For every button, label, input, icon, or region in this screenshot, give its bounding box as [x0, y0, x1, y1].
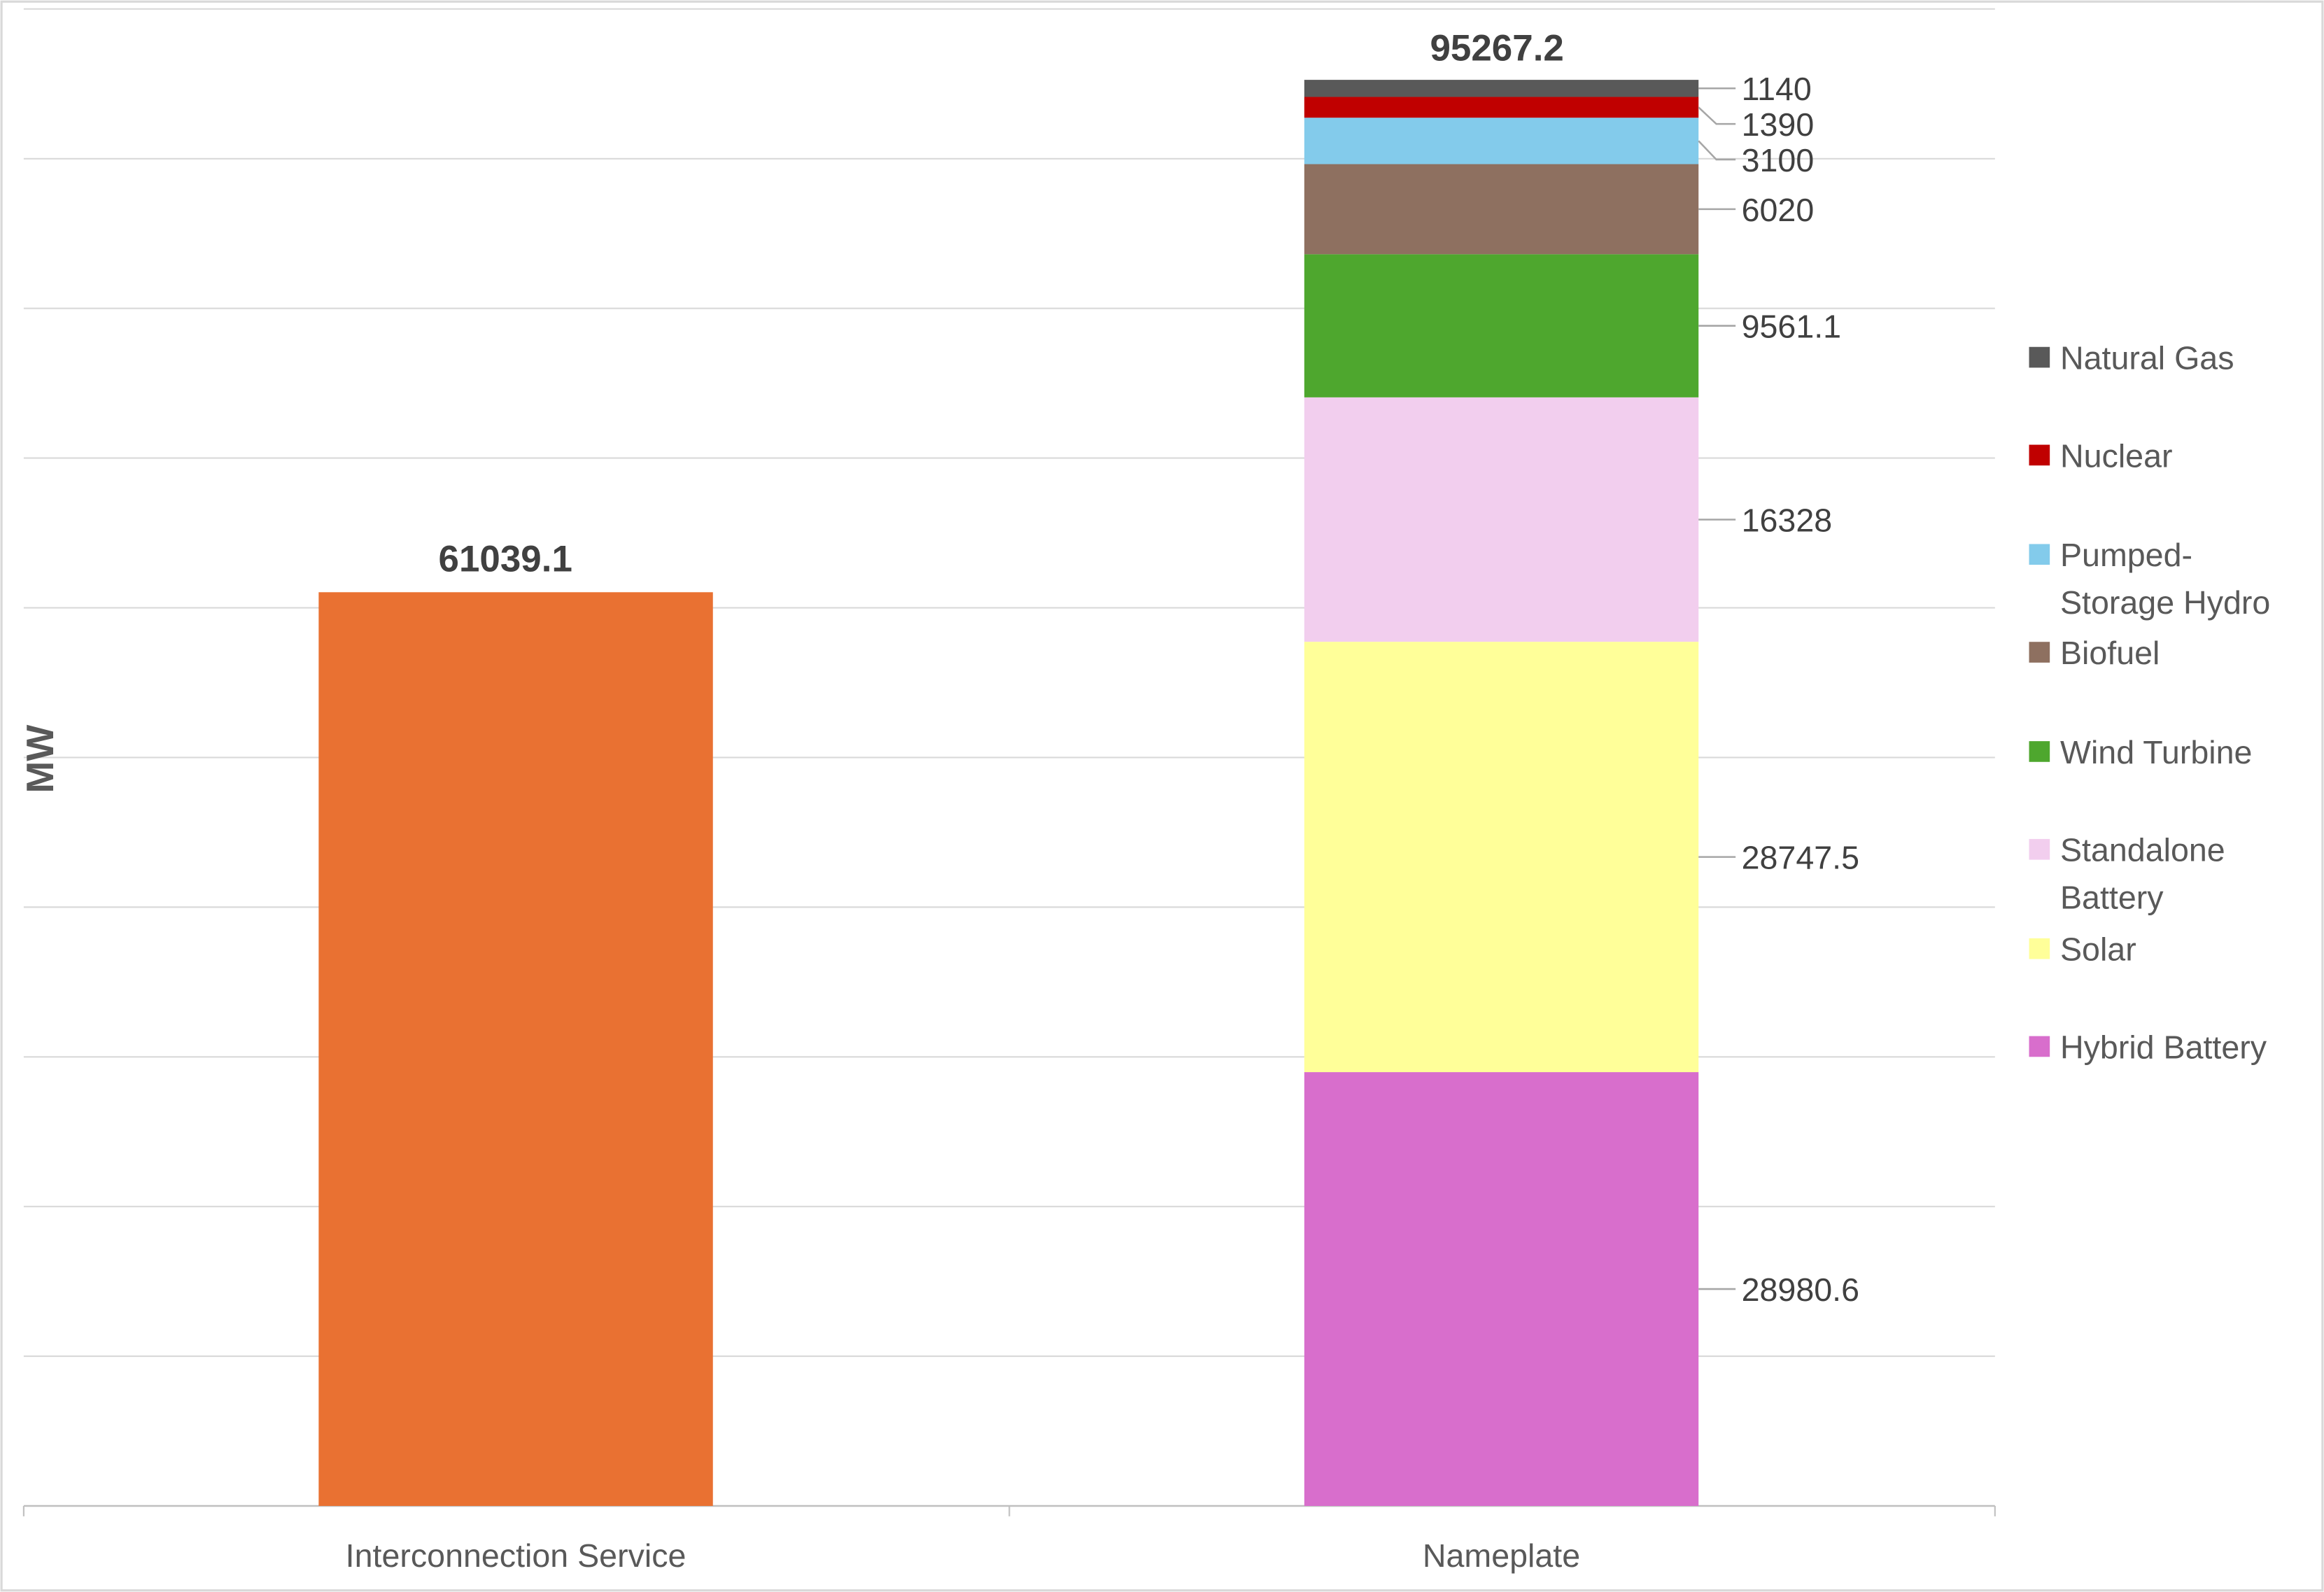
legend-entry: Solar: [2060, 931, 2136, 968]
legend-entry: Hybrid Battery: [2060, 1029, 2267, 1065]
data-label-solar: 28747.5: [1742, 840, 1859, 876]
bar-segment-standalone-battery: [1304, 397, 1699, 642]
legend-swatch: [2029, 346, 2050, 368]
data-label-natural-gas: 1140: [1742, 71, 1812, 107]
bar-segment-nuclear: [1304, 97, 1699, 118]
legend-entry: Nuclear: [2060, 437, 2172, 474]
legend-swatch: [2029, 1036, 2050, 1057]
legend-swatch: [2029, 444, 2050, 466]
legend-entry: Standalone Battery: [2060, 832, 2225, 916]
legend-swatch: [2029, 544, 2050, 565]
legend-entry: Pumped-Storage Hydro: [2060, 537, 2270, 621]
data-label-standalone-battery: 16328: [1742, 502, 1833, 538]
bar-segment-natural-gas: [1304, 80, 1699, 97]
legend-swatch: [2029, 741, 2050, 762]
data-label-interconnection: 61039.1: [439, 539, 572, 580]
data-label-hybrid-battery: 28980.6: [1742, 1272, 1859, 1308]
bar-segment-hybrid-battery: [1304, 1072, 1699, 1507]
data-label-pumped-storage-hydro: 3100: [1742, 142, 1815, 178]
bar-segment-wind-turbine: [1304, 254, 1699, 397]
data-label-wind-turbine: 9561.1: [1742, 309, 1841, 345]
x-tick-label-nameplate: Nameplate: [1423, 1537, 1580, 1574]
y-axis-label: MW: [18, 725, 62, 794]
data-label-biofuel: 6020: [1742, 192, 1815, 228]
legend-entry: Wind Turbine: [2060, 734, 2252, 770]
bar-segment-solar: [1304, 642, 1699, 1073]
legend: Natural Gas Nuclear Pumped-Storage Hydro Bi…: [2029, 340, 2270, 1065]
legend-swatch: [2029, 838, 2050, 860]
x-tick-label-interconnection: Interconnection Service: [346, 1537, 686, 1574]
leader-line: [1698, 140, 1736, 161]
data-label-nuclear: 1390: [1742, 106, 1815, 143]
bar-segment-pumped-storage-hydro: [1304, 118, 1699, 164]
leader-line: [1698, 106, 1736, 125]
legend-swatch: [2029, 642, 2050, 663]
data-label-nameplate-total: 95267.2: [1430, 28, 1563, 69]
legend-entry: Biofuel: [2060, 635, 2160, 671]
bar-interconnection-service: [318, 592, 713, 1507]
bar-segment-biofuel: [1304, 164, 1699, 255]
legend-entry: Natural Gas: [2060, 340, 2234, 376]
legend-swatch: [2029, 938, 2050, 959]
